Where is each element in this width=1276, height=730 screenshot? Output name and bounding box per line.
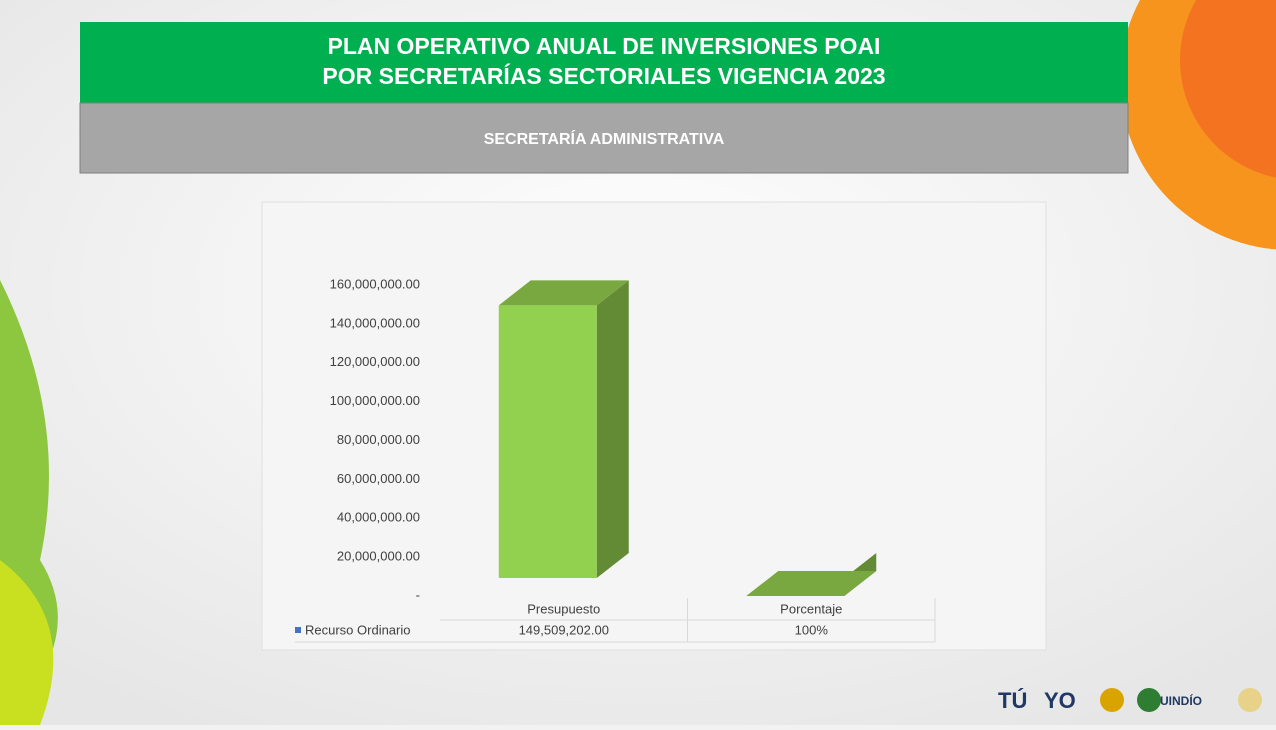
x-tick-label: Presupuesto bbox=[527, 601, 600, 616]
logo-text: UINDÍO bbox=[1160, 693, 1202, 708]
decor-orange-inner bbox=[1180, 0, 1276, 178]
subtitle-banner bbox=[79, 102, 1129, 174]
x-tick-label: Porcentaje bbox=[780, 601, 842, 616]
bar-top bbox=[746, 570, 877, 596]
value-label: 100% bbox=[795, 622, 829, 637]
y-tick-label: 140,000,000.00 bbox=[330, 315, 420, 330]
bar-top bbox=[498, 280, 629, 306]
y-tick-label: 40,000,000.00 bbox=[337, 510, 420, 525]
title-banner bbox=[80, 22, 1128, 103]
chart-area bbox=[261, 201, 1047, 651]
y-tick-label: 60,000,000.00 bbox=[337, 471, 420, 486]
y-tick-label: 160,000,000.00 bbox=[330, 276, 420, 291]
logo-text: YO bbox=[1044, 688, 1076, 713]
logo-emblem bbox=[1238, 688, 1262, 712]
logo-emblem bbox=[1137, 688, 1161, 712]
y-tick-label: 120,000,000.00 bbox=[330, 354, 420, 369]
y-tick-label: 20,000,000.00 bbox=[337, 549, 420, 564]
legend-label: Recurso Ordinario bbox=[305, 622, 411, 637]
logos: TÚ YO UINDÍO bbox=[998, 688, 1262, 713]
subtitle: SECRETARÍA ADMINISTRATIVA bbox=[484, 129, 725, 148]
y-tick-label: 80,000,000.00 bbox=[337, 432, 420, 447]
title-line: POR SECRETARÍAS SECTORIALES VIGENCIA 202… bbox=[322, 62, 885, 89]
bar-side bbox=[596, 280, 629, 578]
chart: - 20,000,000.00 40,000,000.00 60,000,000.00… bbox=[295, 276, 936, 643]
title-line: PLAN OPERATIVO ANUAL DE INVERSIONES POAI bbox=[328, 33, 881, 59]
logo-text: TÚ bbox=[998, 688, 1027, 713]
value-label: 149,509,202.00 bbox=[519, 622, 609, 637]
y-tick-label: - bbox=[416, 587, 420, 602]
decor-lime bbox=[0, 560, 54, 725]
y-tick-label: 100,000,000.00 bbox=[330, 393, 420, 408]
logo-emblem bbox=[1100, 688, 1124, 712]
legend-marker bbox=[295, 627, 301, 633]
bar bbox=[498, 305, 597, 578]
